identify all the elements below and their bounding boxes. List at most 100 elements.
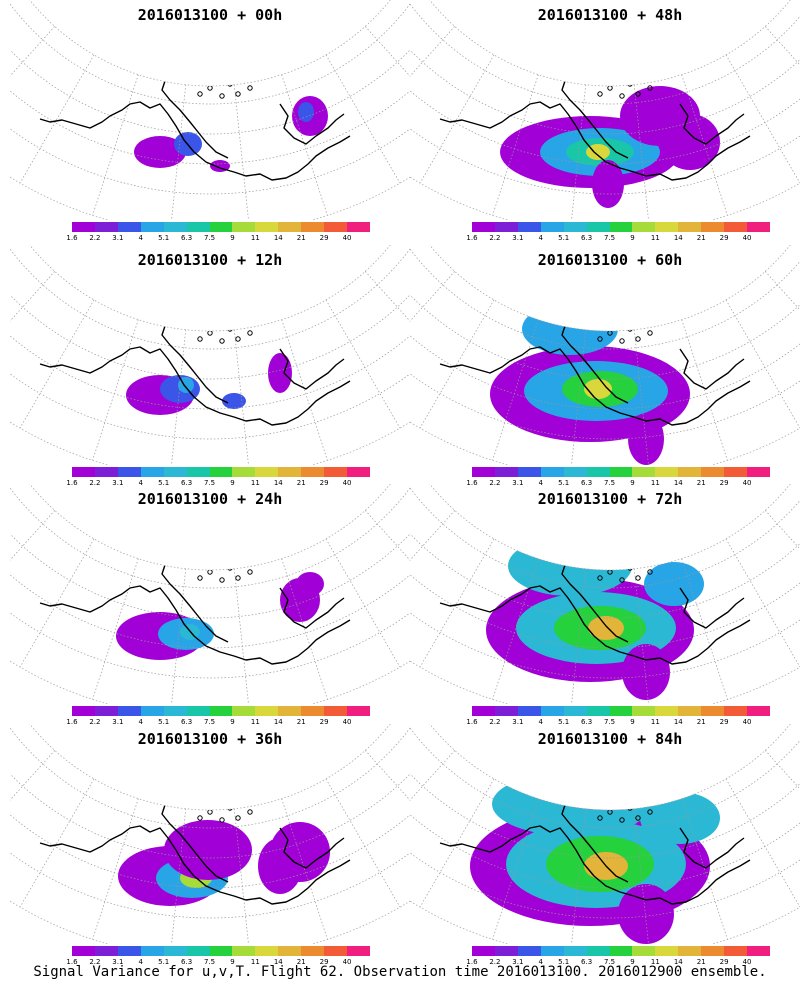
colorbar-swatch xyxy=(701,467,725,477)
variance-blob xyxy=(164,820,252,880)
colorbar-label: 21 xyxy=(296,234,306,242)
colorbar-swatch xyxy=(494,706,518,716)
polar-map xyxy=(410,0,800,220)
colorbar-labels: 1.6 2.2 3.1 4 5.1 6.3 7.5 9 11 14 21 29 40 xyxy=(66,958,370,968)
colorbar-label: 14 xyxy=(673,718,683,726)
panel-title: 2016013100 + 48h xyxy=(537,6,683,24)
colorbar-swatch xyxy=(540,467,564,477)
colorbar-swatch xyxy=(747,706,770,716)
colorbar-swatch xyxy=(117,946,141,956)
colorbar-label: 7.5 xyxy=(603,479,616,487)
colorbar-swatch xyxy=(632,467,656,477)
polar-map xyxy=(10,724,410,944)
variance-blob xyxy=(622,644,670,700)
colorbar-swatch xyxy=(163,222,187,232)
colorbar-label: 6.3 xyxy=(581,479,593,487)
colorbar-swatch xyxy=(678,706,702,716)
colorbar-swatch xyxy=(586,222,610,232)
colorbar-swatch xyxy=(255,222,279,232)
colorbar-label: 11 xyxy=(650,479,660,487)
polar-map xyxy=(10,0,410,220)
colorbar-swatch xyxy=(632,946,656,956)
colorbar-swatch xyxy=(701,946,725,956)
variance-blob xyxy=(296,572,324,596)
colorbar-label: 9 xyxy=(630,958,635,966)
colorbar-swatch xyxy=(747,222,770,232)
colorbar-label: 3.1 xyxy=(112,479,124,487)
colorbar-swatch xyxy=(94,222,118,232)
polar-map xyxy=(10,245,410,465)
colorbar-labels: 1.6 2.2 3.1 4 5.1 6.3 7.5 9 11 14 21 29 40 xyxy=(466,234,770,244)
map-panel-12h: 2016013100 + 12h 1.6 2.2 3.1 4 5.1 6.3 7.5 9 11 1… xyxy=(10,245,410,487)
panel-title: 2016013100 + 12h xyxy=(137,251,283,269)
colorbar-swatch xyxy=(517,467,541,477)
colorbar xyxy=(472,467,770,477)
colorbar-label: 2.2 xyxy=(89,718,101,726)
variance-blob xyxy=(268,353,292,393)
colorbar-label: 6.3 xyxy=(581,718,593,726)
colorbar-label: 21 xyxy=(696,234,706,242)
colorbar-label: 11 xyxy=(650,234,660,242)
colorbar-swatch xyxy=(472,946,495,956)
colorbar-swatch xyxy=(209,467,233,477)
panel-title: 2016013100 + 24h xyxy=(137,490,283,508)
colorbar-swatch xyxy=(94,706,118,716)
polar-map xyxy=(410,484,800,704)
colorbar-label: 3.1 xyxy=(112,958,124,966)
colorbar-swatch xyxy=(655,706,679,716)
colorbar-labels: 1.6 2.2 3.1 4 5.1 6.3 7.5 9 11 14 21 29 40 xyxy=(466,479,770,489)
polar-map xyxy=(410,245,800,465)
colorbar-swatch xyxy=(347,706,370,716)
map-panel-24h: 2016013100 + 24h 1.6 2.2 3.1 4 5.1 6.3 7.5 9 11 1… xyxy=(10,484,410,726)
map-panel-36h: 2016013100 + 36h 1.6 2.2 3.1 4 5.1 6.3 7.5 9 11 1… xyxy=(10,724,410,966)
panel-title: 2016013100 + 72h xyxy=(537,490,683,508)
variance-blob xyxy=(586,144,610,160)
variance-blob xyxy=(508,536,632,596)
map-panel-48h: 2016013100 + 48h 1.6 2.2 3.1 4 5.1 6.3 7.5 9 11 1… xyxy=(410,0,800,242)
figure-caption: Signal Variance for u,v,T. Flight 62. Ob… xyxy=(33,964,767,980)
polar-map xyxy=(10,484,410,704)
colorbar-swatch xyxy=(517,706,541,716)
colorbar-label: 29 xyxy=(319,234,329,242)
colorbar-swatch xyxy=(517,946,541,956)
colorbar-label: 29 xyxy=(719,958,729,966)
colorbar-swatch xyxy=(140,222,164,232)
colorbar-swatch xyxy=(472,706,495,716)
colorbar-swatch xyxy=(232,706,256,716)
colorbar-label: 1.6 xyxy=(466,234,478,242)
colorbar-swatch xyxy=(347,467,370,477)
colorbar-swatch xyxy=(609,946,633,956)
colorbar-swatch xyxy=(540,706,564,716)
colorbar-label: 11 xyxy=(250,479,260,487)
colorbar-label: 14 xyxy=(273,234,283,242)
colorbar-label: 3.1 xyxy=(112,718,124,726)
colorbar-label: 11 xyxy=(650,958,660,966)
colorbar-swatch xyxy=(609,222,633,232)
colorbar-label: 1.6 xyxy=(66,479,78,487)
colorbar-swatch xyxy=(724,222,748,232)
colorbar-label: 9 xyxy=(630,234,635,242)
colorbar-label: 6.3 xyxy=(581,234,593,242)
colorbar-label: 9 xyxy=(630,479,635,487)
colorbar-label: 5.1 xyxy=(158,958,170,966)
colorbar-swatch xyxy=(255,706,279,716)
colorbar-label: 29 xyxy=(319,718,329,726)
variance-blob xyxy=(270,822,330,882)
colorbar xyxy=(472,946,770,956)
colorbar-label: 4 xyxy=(538,958,543,966)
colorbar-label: 4 xyxy=(138,234,143,242)
colorbar-swatch xyxy=(563,222,587,232)
colorbar-swatch xyxy=(140,706,164,716)
colorbar-swatch xyxy=(278,706,302,716)
map-panel-60h: 2016013100 + 60h 1.6 2.2 3.1 4 5.1 6.3 7.5 9 11 1… xyxy=(410,245,800,487)
colorbar-label: 1.6 xyxy=(466,958,478,966)
colorbar-label: 1.6 xyxy=(66,234,78,242)
colorbar-label: 7.5 xyxy=(603,718,616,726)
variance-blob xyxy=(298,102,314,122)
colorbar-swatch xyxy=(163,706,187,716)
map-panel-00h: 2016013100 + 00h 1.6 2.2 3.1 4 5.1 6.3 7.5 9 11 1… xyxy=(10,0,410,242)
colorbar-swatch xyxy=(701,706,725,716)
colorbar-label: 2.2 xyxy=(489,958,501,966)
colorbar-labels: 1.6 2.2 3.1 4 5.1 6.3 7.5 9 11 14 21 29 40 xyxy=(66,718,370,728)
colorbar-label: 2.2 xyxy=(489,718,501,726)
